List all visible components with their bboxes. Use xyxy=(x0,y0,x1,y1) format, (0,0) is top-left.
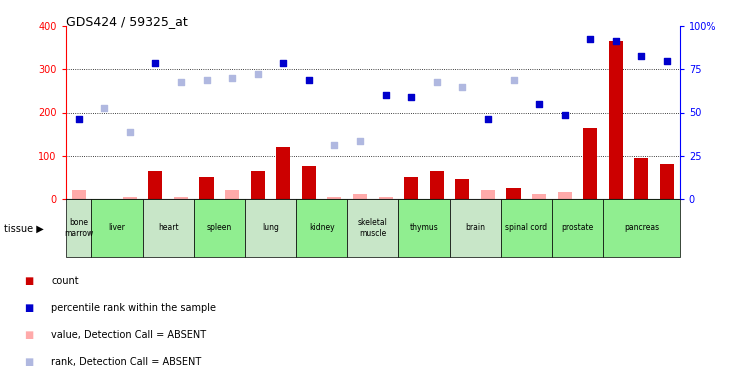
Text: pancreas: pancreas xyxy=(624,224,659,232)
Text: bone
marrow: bone marrow xyxy=(64,218,94,237)
Bar xyxy=(660,164,674,199)
Bar xyxy=(398,199,450,257)
Bar xyxy=(174,196,188,199)
Text: ■: ■ xyxy=(25,357,34,367)
Text: ■: ■ xyxy=(25,303,34,313)
Bar xyxy=(327,196,341,199)
Bar xyxy=(245,199,296,257)
Bar xyxy=(251,171,265,199)
Bar xyxy=(481,190,495,199)
Text: skeletal
muscle: skeletal muscle xyxy=(358,218,387,237)
Bar xyxy=(91,199,143,257)
Bar xyxy=(347,199,398,257)
Text: spleen: spleen xyxy=(207,224,232,232)
Point xyxy=(226,75,238,81)
Text: lung: lung xyxy=(262,224,279,232)
Bar xyxy=(225,190,239,199)
Bar xyxy=(123,196,137,199)
Point xyxy=(610,38,621,44)
Point xyxy=(200,77,212,83)
Text: spinal cord: spinal cord xyxy=(505,224,548,232)
Point xyxy=(303,77,315,83)
Text: thymus: thymus xyxy=(409,224,439,232)
Text: ■: ■ xyxy=(25,330,34,340)
Bar xyxy=(583,128,597,199)
Text: brain: brain xyxy=(465,224,485,232)
Bar xyxy=(276,147,290,199)
Point xyxy=(661,58,673,64)
Bar xyxy=(430,171,444,199)
Bar xyxy=(66,199,91,257)
Point xyxy=(534,101,545,107)
Bar xyxy=(635,158,648,199)
Bar xyxy=(450,199,501,257)
Point xyxy=(431,80,442,86)
Point xyxy=(251,70,263,77)
Point xyxy=(124,129,136,135)
Point xyxy=(149,60,161,66)
Bar xyxy=(603,199,680,257)
Point xyxy=(635,54,648,60)
Bar xyxy=(455,179,469,199)
Point xyxy=(585,36,596,42)
Point xyxy=(482,116,494,122)
Text: rank, Detection Call = ABSENT: rank, Detection Call = ABSENT xyxy=(51,357,202,367)
Text: liver: liver xyxy=(108,224,126,232)
Bar xyxy=(302,166,316,199)
Point xyxy=(277,60,289,66)
Bar xyxy=(609,41,623,199)
Bar xyxy=(143,199,194,257)
Bar xyxy=(501,199,552,257)
Text: GDS424 / 59325_at: GDS424 / 59325_at xyxy=(66,15,188,28)
Text: percentile rank within the sample: percentile rank within the sample xyxy=(51,303,216,313)
Bar xyxy=(194,199,245,257)
Bar xyxy=(148,171,162,199)
Bar xyxy=(296,199,347,257)
Point xyxy=(558,112,570,118)
Point xyxy=(405,94,417,100)
Point xyxy=(73,116,84,122)
Point xyxy=(456,84,469,90)
Bar xyxy=(379,196,393,199)
Bar xyxy=(200,177,213,199)
Point xyxy=(175,80,187,86)
Bar xyxy=(353,194,367,199)
Text: value, Detection Call = ABSENT: value, Detection Call = ABSENT xyxy=(51,330,206,340)
Bar xyxy=(552,199,603,257)
Point xyxy=(354,138,366,144)
Point xyxy=(98,105,110,111)
Text: ■: ■ xyxy=(25,276,34,286)
Text: heart: heart xyxy=(158,224,178,232)
Text: prostate: prostate xyxy=(561,224,594,232)
Text: count: count xyxy=(51,276,79,286)
Point xyxy=(329,142,341,148)
Bar xyxy=(558,192,572,199)
Text: tissue ▶: tissue ▶ xyxy=(4,224,43,234)
Point xyxy=(507,77,519,83)
Point xyxy=(380,92,392,98)
Bar xyxy=(404,177,418,199)
Bar xyxy=(532,194,546,199)
Text: kidney: kidney xyxy=(308,224,335,232)
Bar xyxy=(72,190,86,199)
Bar xyxy=(507,188,520,199)
